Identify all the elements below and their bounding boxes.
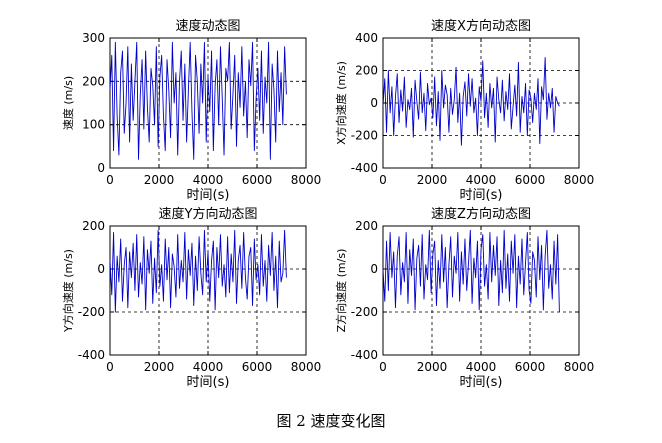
x-tick-label: 6000	[515, 360, 546, 374]
x-tick-label: 0	[106, 173, 114, 187]
x-tick-label: 4000	[466, 173, 497, 187]
y-tick-label: -400	[351, 161, 378, 175]
chart-panel-2: 0 2000 4000 6000 8000 -400 -200 0 200 400 速度X方向动态图…	[334, 18, 594, 203]
y-tick-label: 400	[355, 31, 378, 45]
x-tick-label: 8000	[564, 173, 595, 187]
x-axis-label: 时间(s)	[460, 375, 503, 390]
y-tick-label: 0	[97, 161, 105, 175]
chart-title: 速度X方向动态图	[431, 18, 531, 34]
x-tick-label: 4000	[193, 360, 224, 374]
chart-title: 速度Z方向动态图	[431, 206, 531, 222]
x-tick-label: 4000	[466, 360, 497, 374]
x-axis-label: 时间(s)	[187, 375, 230, 390]
y-tick-label: 0	[370, 96, 378, 110]
x-axis-label: 时间(s)	[187, 188, 230, 203]
chart-title: 速度Y方向动态图	[159, 206, 258, 222]
x-tick-label: 6000	[242, 173, 273, 187]
y-tick-label: -200	[351, 305, 378, 319]
x-tick-label: 2000	[144, 360, 175, 374]
chart-title: 速度动态图	[175, 18, 240, 34]
y-tick-label: 200	[355, 219, 378, 233]
chart-panel-4: 0 2000 4000 6000 8000 -400 -200 0 200 速度Z方向动态图时间(…	[334, 206, 594, 390]
y-axis-label: Y方向速度 (m/s)	[61, 249, 75, 333]
y-tick-label: 200	[355, 64, 378, 78]
y-axis-label: Z方向速度 (m/s)	[334, 249, 348, 333]
y-tick-label: -200	[351, 129, 378, 143]
x-tick-label: 0	[379, 173, 387, 187]
y-tick-label: -200	[78, 305, 105, 319]
x-tick-label: 2000	[417, 360, 448, 374]
x-tick-label: 0	[106, 360, 114, 374]
figure-caption: 图 2 速度变化图	[276, 412, 386, 430]
x-tick-label: 4000	[193, 173, 224, 187]
series-line-vy	[109, 229, 287, 313]
y-tick-label: -400	[78, 348, 105, 362]
y-axis-label: X方向速度 (m/s)	[334, 61, 348, 145]
y-tick-label: 300	[82, 31, 105, 45]
y-tick-label: -400	[351, 348, 378, 362]
series-line-vx	[382, 57, 560, 146]
y-axis-label: 速度 (m/s)	[61, 76, 75, 130]
y-tick-label: 200	[82, 219, 105, 233]
y-tick-label: 200	[82, 74, 105, 88]
axes-box	[109, 225, 307, 356]
chart-panel-3: 0 2000 4000 6000 8000 -400 -200 0 200 速度Y方向动态图时间(…	[61, 206, 321, 390]
x-axis-label: 时间(s)	[460, 188, 503, 203]
x-tick-label: 8000	[291, 173, 322, 187]
x-tick-label: 6000	[515, 173, 546, 187]
series-line-vz	[382, 229, 560, 313]
x-tick-label: 2000	[144, 173, 175, 187]
x-tick-label: 8000	[291, 360, 322, 374]
y-tick-label: 0	[370, 262, 378, 276]
x-tick-label: 0	[379, 360, 387, 374]
y-tick-label: 100	[82, 118, 105, 132]
x-tick-label: 8000	[564, 360, 595, 374]
x-tick-label: 2000	[417, 173, 448, 187]
y-tick-label: 0	[97, 262, 105, 276]
series-line-speed	[109, 41, 287, 160]
x-tick-label: 6000	[242, 360, 273, 374]
